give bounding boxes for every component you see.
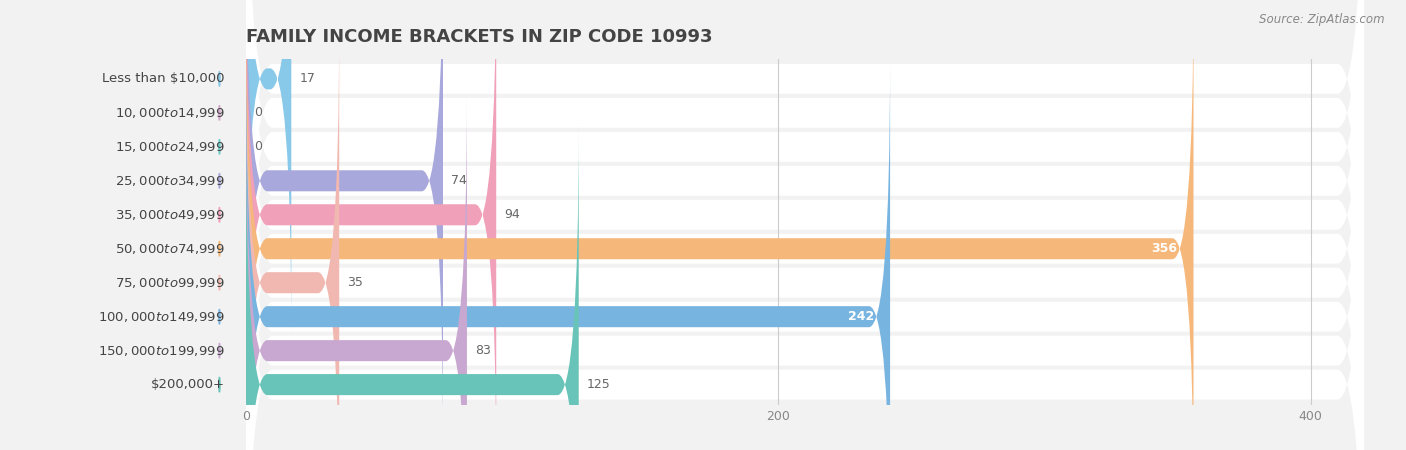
FancyBboxPatch shape: [246, 0, 1364, 404]
FancyBboxPatch shape: [246, 0, 291, 340]
FancyBboxPatch shape: [246, 0, 1364, 437]
FancyBboxPatch shape: [246, 0, 443, 442]
Text: 0: 0: [254, 106, 262, 119]
Text: 125: 125: [586, 378, 610, 391]
Text: $10,000 to $14,999: $10,000 to $14,999: [115, 106, 225, 120]
Text: Less than $10,000: Less than $10,000: [103, 72, 225, 86]
Text: 0: 0: [254, 140, 262, 153]
FancyBboxPatch shape: [246, 60, 1364, 450]
Text: $100,000 to $149,999: $100,000 to $149,999: [98, 310, 225, 324]
FancyBboxPatch shape: [246, 0, 1364, 450]
Text: FAMILY INCOME BRACKETS IN ZIP CODE 10993: FAMILY INCOME BRACKETS IN ZIP CODE 10993: [246, 28, 713, 46]
Text: $15,000 to $24,999: $15,000 to $24,999: [115, 140, 225, 154]
FancyBboxPatch shape: [246, 55, 890, 450]
FancyBboxPatch shape: [246, 90, 467, 450]
FancyBboxPatch shape: [246, 22, 339, 450]
Text: $25,000 to $34,999: $25,000 to $34,999: [115, 174, 225, 188]
Text: 17: 17: [299, 72, 315, 86]
Text: $50,000 to $74,999: $50,000 to $74,999: [115, 242, 225, 256]
Text: 94: 94: [505, 208, 520, 221]
Text: 83: 83: [475, 344, 491, 357]
Text: 74: 74: [451, 174, 467, 187]
Text: 356: 356: [1152, 242, 1178, 255]
FancyBboxPatch shape: [246, 0, 1364, 450]
Text: $200,000+: $200,000+: [150, 378, 225, 391]
FancyBboxPatch shape: [246, 26, 1364, 450]
FancyBboxPatch shape: [246, 123, 579, 450]
Text: $35,000 to $49,999: $35,000 to $49,999: [115, 208, 225, 222]
Text: 35: 35: [347, 276, 363, 289]
FancyBboxPatch shape: [246, 0, 1364, 450]
FancyBboxPatch shape: [246, 0, 1364, 450]
Text: 242: 242: [848, 310, 875, 323]
Text: $75,000 to $99,999: $75,000 to $99,999: [115, 276, 225, 290]
Text: $150,000 to $199,999: $150,000 to $199,999: [98, 344, 225, 358]
FancyBboxPatch shape: [246, 0, 496, 450]
FancyBboxPatch shape: [246, 0, 1364, 450]
Text: Source: ZipAtlas.com: Source: ZipAtlas.com: [1260, 14, 1385, 27]
FancyBboxPatch shape: [246, 0, 1194, 450]
FancyBboxPatch shape: [246, 0, 1364, 450]
